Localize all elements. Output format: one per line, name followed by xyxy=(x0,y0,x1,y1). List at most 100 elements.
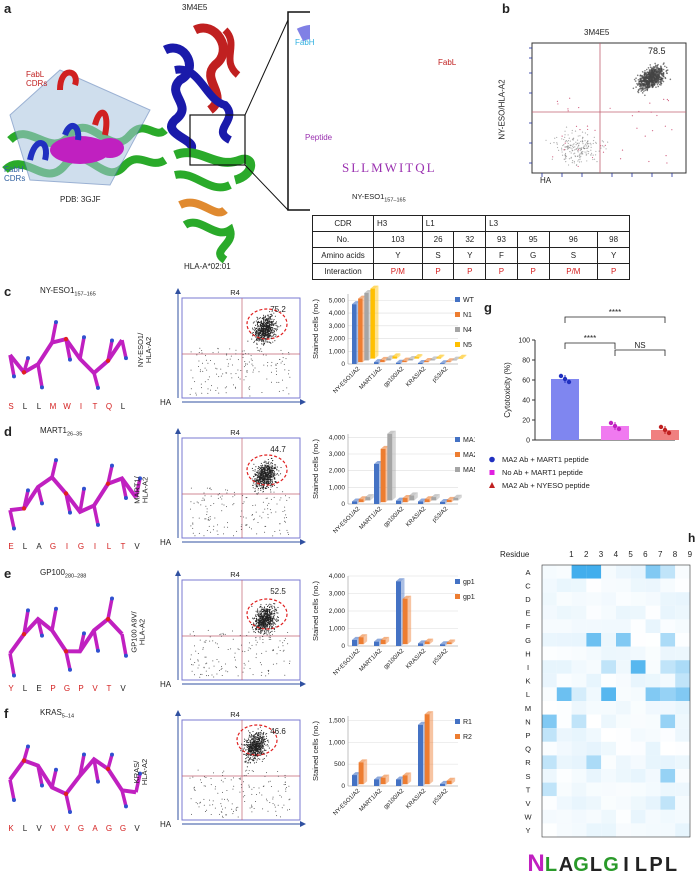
peptide-stick-model xyxy=(8,320,128,390)
heatmap-cell xyxy=(616,823,631,837)
gate-label: R4 xyxy=(230,428,240,437)
y-tick-label: 3,000 xyxy=(329,451,346,458)
heatmap-cell xyxy=(571,823,587,837)
sequence-residue: G xyxy=(77,542,85,551)
flow-ylabel: KRAS/ HLA-A2 xyxy=(132,758,150,786)
y-tick-label: 1,000 xyxy=(329,348,346,355)
heatmap-cell xyxy=(645,809,661,824)
heatmap-cell xyxy=(571,565,587,579)
bar xyxy=(409,495,415,501)
heatmap-cell xyxy=(586,592,602,606)
heatmap-cell xyxy=(616,714,631,729)
sequence-residue: K xyxy=(8,824,14,833)
sequence-residue: P xyxy=(78,684,84,693)
bar xyxy=(402,598,408,645)
heatmap-cell xyxy=(556,605,572,620)
heatmap-cell xyxy=(675,796,690,810)
heatmap-cell xyxy=(586,714,602,729)
x-tick-label: NY-ESO1/A2 xyxy=(333,366,362,395)
heatmap-cell xyxy=(556,578,572,593)
bar xyxy=(380,448,386,503)
y-tick-label: 500 xyxy=(334,761,345,768)
heatmap-cell xyxy=(601,796,616,810)
panel-b-percent: 78.5 xyxy=(648,46,666,56)
heatmap-cell xyxy=(542,660,557,674)
sequence-residue: W xyxy=(63,402,71,411)
y-tick-label: 0 xyxy=(341,783,345,790)
heatmap-cell xyxy=(645,687,661,701)
gate-label: R4 xyxy=(230,710,240,719)
heatmap-cell xyxy=(645,605,661,620)
bar xyxy=(374,362,379,364)
x-tick-label: MART1/A2 xyxy=(358,366,383,391)
legend-marker xyxy=(489,482,495,488)
heatmap-cell xyxy=(675,823,690,837)
heatmap-cell xyxy=(556,796,572,810)
cdr-table-row: Amino acids Y S Y F G S Y xyxy=(312,247,630,264)
heatmap-cell xyxy=(660,633,676,647)
cdr-table-cell: No. xyxy=(312,231,374,248)
heatmap-cell xyxy=(616,782,631,797)
heatmap-cell xyxy=(556,769,572,783)
logo-letter: P xyxy=(649,854,662,876)
y-tick-label: 1,000 xyxy=(329,626,346,633)
heatmap-cell xyxy=(616,755,631,769)
legend-swatch xyxy=(455,467,460,472)
panel-label-a: a xyxy=(4,1,12,16)
heatmap-cell xyxy=(660,701,676,715)
epitope-label: NY-ESO1157–165 xyxy=(352,192,406,204)
y-tick-label: 0 xyxy=(341,501,345,508)
heatmap-cell xyxy=(601,701,616,715)
y-tick-label: 20 xyxy=(522,418,530,425)
heatmap-cell xyxy=(675,701,690,715)
bar xyxy=(380,777,386,785)
sequence-residue: G xyxy=(105,824,113,833)
bar xyxy=(386,358,391,361)
cdr-table-cell: P xyxy=(516,263,550,280)
heatmap-cell xyxy=(586,809,602,824)
heatmap-cell xyxy=(660,714,676,729)
heatmap-cell xyxy=(630,633,646,647)
x-tick-label: 3 xyxy=(599,550,604,559)
heatmap-cell xyxy=(542,714,557,729)
heatmap-cell xyxy=(571,673,587,688)
gate-percent: 44.7 xyxy=(270,445,286,454)
bar xyxy=(352,639,357,646)
heatmap-cell xyxy=(616,565,631,579)
y-tick-label: N xyxy=(525,717,530,726)
panel-label-e: e xyxy=(4,566,12,581)
data-point xyxy=(612,423,618,429)
x-tick-label: gp100/A2 xyxy=(383,648,406,671)
y-tick-label: T xyxy=(526,785,531,794)
y-tick-label: 0 xyxy=(341,361,345,368)
sequence-residue: V xyxy=(134,824,140,833)
hla-allele-label: HLA-A*02:01 xyxy=(184,262,231,271)
legend-label: MA2 Ab + NYESO peptide xyxy=(502,481,590,490)
peptide-name-text: NY-ESO1 xyxy=(40,286,75,295)
cdr-table: CDR H3 L1 L3 No. 103 26 32 93 95 96 98 Amino acids Y S… xyxy=(312,215,630,280)
sequence-residue: M xyxy=(49,402,57,411)
sequence-residue: T xyxy=(120,542,126,551)
heatmap-cell xyxy=(616,796,631,810)
bar xyxy=(364,292,369,361)
bar xyxy=(424,361,429,363)
heatmap-cell xyxy=(571,592,587,606)
bar xyxy=(424,641,430,645)
bar xyxy=(396,500,401,504)
zoom-box xyxy=(287,11,310,211)
x-tick-label: gp100/A2 xyxy=(383,366,406,389)
heatmap-cell xyxy=(630,619,646,633)
bar xyxy=(396,362,401,364)
cdr-table-cell: 95 xyxy=(516,231,550,248)
legend-label: gp11 xyxy=(463,594,475,601)
y-tick-label: I xyxy=(527,663,529,672)
heatmap-cell xyxy=(586,823,602,837)
heatmap-cell xyxy=(660,796,676,810)
peptide-name-text: KRAS xyxy=(40,708,62,717)
peptide-name-text: GP100 xyxy=(40,568,65,577)
panel-h-heatmap: Residue12345678910ACDEFGHIKLMNPQRSTVWYNL… xyxy=(500,550,693,877)
x-tick-label: NY-ESO1/A2 xyxy=(333,506,362,535)
